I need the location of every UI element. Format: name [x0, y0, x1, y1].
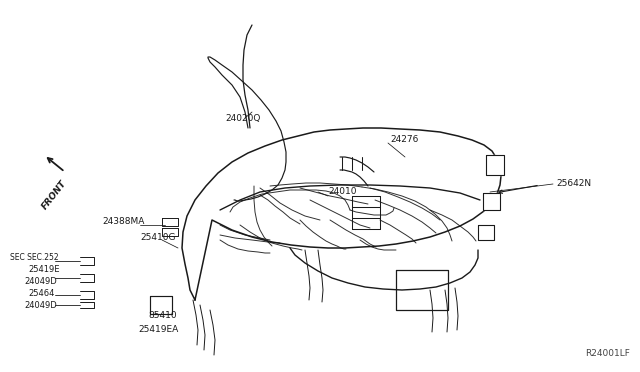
- Polygon shape: [483, 193, 500, 210]
- Text: 24388MA: 24388MA: [102, 218, 145, 227]
- Text: 24276: 24276: [390, 135, 419, 144]
- Polygon shape: [478, 225, 494, 240]
- Text: FRONT: FRONT: [40, 179, 68, 211]
- Text: 85410: 85410: [148, 311, 177, 321]
- Text: 24020Q: 24020Q: [225, 113, 260, 122]
- Text: 25410G: 25410G: [140, 234, 175, 243]
- Text: 25464: 25464: [28, 289, 54, 298]
- Text: SEC SEC.252: SEC SEC.252: [10, 253, 59, 263]
- Text: 24049D: 24049D: [24, 301, 57, 311]
- Text: R24001LF: R24001LF: [585, 349, 630, 358]
- Text: 24010: 24010: [328, 187, 356, 196]
- Polygon shape: [486, 155, 504, 175]
- Text: 25419EA: 25419EA: [138, 326, 179, 334]
- Text: 25419E: 25419E: [28, 266, 60, 275]
- Text: 24049D: 24049D: [24, 278, 57, 286]
- Text: 25642N: 25642N: [556, 179, 591, 187]
